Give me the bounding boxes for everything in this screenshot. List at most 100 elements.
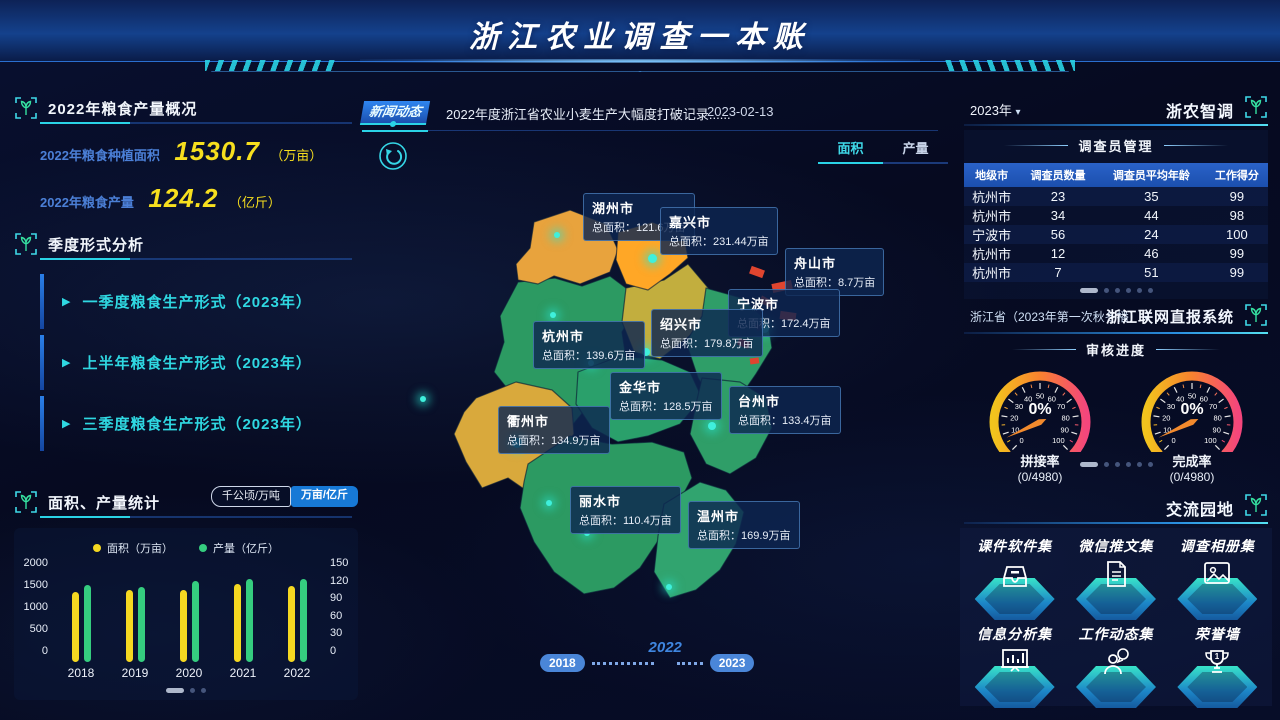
city-label-jinhua[interactable]: 金华市 总面积：128.5万亩 [610,372,722,420]
plant-icon [1244,95,1268,119]
tab-area[interactable]: 面积 [837,141,864,156]
timeline-track [676,661,703,665]
map-glow-dot [554,232,560,238]
plant-icon [1244,303,1268,327]
pager-active[interactable] [1079,288,1098,293]
exchange-item-work-updates[interactable]: 工作动态集 [1065,624,1166,708]
season-dropdown[interactable]: 浙江省（2023年第一次秋冬播） ▾ [970,310,1150,324]
svg-text:30: 30 [1167,402,1175,411]
bar [83,584,91,662]
svg-text:80: 80 [1214,413,1222,422]
surveyor-table: 地级市 调查员数量 调查员平均年龄 工作得分 杭州市 23 35 99 杭州市 34 44 98 宁波… [964,163,1268,282]
svg-text:70: 70 [1057,402,1065,411]
plant-icon [1244,493,1268,517]
pager-dot[interactable] [1103,462,1109,467]
exchange-item-honor-wall[interactable]: 荣誉墙 1 [1167,624,1268,708]
accent-bar [40,396,44,451]
panel-title-stats: 面积、产量统计 [48,494,161,512]
chart-legend: 面积（万亩） 产量（亿斤） [18,540,354,556]
city-label-wenzhou[interactable]: 温州市 总面积：169.9万亩 [688,501,800,549]
pager-dot[interactable] [1114,288,1120,293]
svg-text:90: 90 [1213,426,1221,435]
pager-dot[interactable] [1147,288,1153,293]
city-label-quzhou[interactable]: 衢州市 总面积：134.9万亩 [498,406,610,454]
panel-title-overview: 2022年粮食产量概况 [48,100,198,118]
photo-icon [1204,562,1231,584]
city-label-zhoushan[interactable]: 舟山市 总面积：8.7万亩 [785,248,885,296]
bar [191,580,199,662]
city-label-hangzhou[interactable]: 杭州市 总面积：139.6万亩 [533,321,645,369]
pager-dot[interactable] [1103,288,1109,293]
pager-dot[interactable] [1136,288,1142,293]
table-row: 杭州市 34 44 98 [964,206,1268,225]
table-cell: 杭州市 [972,247,1012,262]
chevron-down-icon: ▾ [1144,313,1150,324]
map-reset-button[interactable] [377,140,409,172]
gauge-completion-rate: 0 10 20 30 40 50 60 70 80 90 100 0% 完成率 (0/4980) [1122,356,1262,484]
map-glow-dot [550,312,556,318]
exchange-item-wechat-posts[interactable]: 微信推文集 [1065,536,1166,620]
pager-active[interactable] [1079,462,1098,467]
quarterly-link-h1[interactable]: ▶ 上半年粮食生产形式（2023年） [40,335,354,390]
bar-group [71,562,91,662]
bar [125,590,133,662]
timeline-start-year[interactable]: 2018 [540,654,585,672]
svg-text:60: 60 [1048,394,1056,403]
news-headline[interactable]: 2022年度浙江省农业小麦生产大幅度打破记录...... [446,107,731,122]
exchange-item-info-analysis[interactable]: 信息分析集 [964,624,1065,708]
chart-pager [18,688,354,693]
y-axis-right: 150 120 90 60 30 0 [330,557,349,657]
pager-dot[interactable] [1125,288,1131,293]
legend-area: 面积（万亩） [93,540,173,556]
svg-text:80: 80 [1062,413,1070,422]
app-header: 浙江农业调查一本账 [0,0,1280,72]
city-label-taizhou[interactable]: 台州市 总面积：133.4万亩 [729,386,841,434]
pager-active[interactable] [166,688,184,693]
year-timeline: 2018 2022 2023 [540,639,755,678]
pager-dot[interactable] [1136,462,1142,467]
exchange-item-photo-album[interactable]: 调查相册集 [1167,536,1268,620]
surveyor-table-body: 杭州市 23 35 99 杭州市 34 44 98 宁波市 56 24 100 杭州市 12 46 99 杭州市… [964,187,1268,282]
zhejiang-map[interactable]: 湖州市 总面积：121.6万亩 嘉兴市 总面积：231.44万亩 舟山市 总面积… [420,172,940,642]
chevron-down-icon: ▾ [1015,107,1021,118]
accent-bar [40,274,44,329]
pager-dot[interactable] [1114,462,1120,467]
quarterly-link-q3[interactable]: ▶ 三季度粮食生产形式（2023年） [40,396,354,451]
gauge-splice-rate: 0 10 20 30 40 50 60 70 80 90 100 0% 拼接率 (0/4980) [970,356,1110,484]
pager-dot[interactable] [190,688,195,693]
city-label-jiaxing[interactable]: 嘉兴市 总面积：231.44万亩 [660,207,778,255]
panel-area-output-stats: 面积、产量统计 千公顷/万吨 万亩/亿斤 面积（万亩） 产量（亿斤） 2000 1… [14,486,358,700]
document-icon [1107,561,1126,587]
exchange-item-courseware[interactable]: 课件软件集 [964,536,1065,620]
pager-dot[interactable] [1147,462,1153,467]
surveyor-management-panel: 调查员管理 地级市 调查员数量 调查员平均年龄 工作得分 杭州市 23 35 99 杭州市 34… [964,130,1268,299]
tab-output[interactable]: 产量 [902,141,929,156]
brand-zhenong: 浙农智调 [1165,104,1234,121]
quarterly-link-q1[interactable]: ▶ 一季度粮食生产形式（2023年） [40,274,354,329]
year-dropdown[interactable]: 2023年 ▾ [970,103,1021,118]
surveyor-table-head: 地级市 调查员数量 调查员平均年龄 工作得分 [964,163,1268,187]
table-cell: 35 [1144,189,1159,204]
city-label-lishui[interactable]: 丽水市 总面积：110.4万亩 [570,486,681,534]
legend-swatch-output [199,544,207,552]
map-glow-dot [642,348,650,356]
table-cell: 44 [1144,208,1159,223]
svg-text:90: 90 [1061,426,1069,435]
table-header-cell: 地级市 [964,163,1020,187]
tab-underline [818,162,948,164]
timeline-end-year[interactable]: 2023 [709,654,755,672]
bar-plot [54,562,324,662]
section-underline [964,124,1268,126]
map-glow-dot [708,422,716,430]
accent-bar [40,335,44,390]
svg-text:1: 1 [1215,652,1220,661]
plant-icon [14,96,38,120]
city-label-shaoxing[interactable]: 绍兴市 总面积：179.8万亩 [651,309,763,357]
map-glow-dot [546,500,552,506]
unit-toggle-metric[interactable]: 千公顷/万吨 [210,486,291,507]
unit-toggle-mu[interactable]: 万亩/亿斤 [290,486,358,507]
table-cell: 宁波市 [972,228,1012,243]
pager-dot[interactable] [201,688,206,693]
pager-dot[interactable] [1125,462,1131,467]
